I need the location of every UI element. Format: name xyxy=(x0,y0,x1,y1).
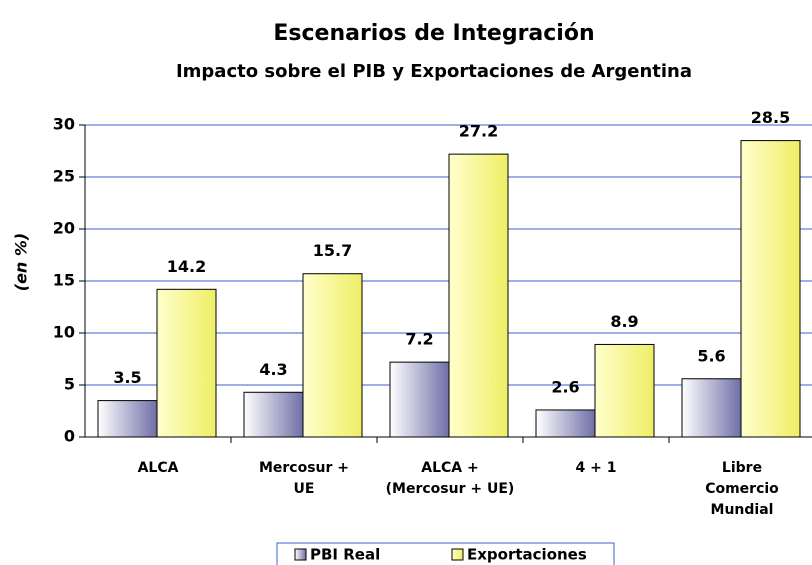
value-label: 2.6 xyxy=(551,377,579,396)
value-label: 27.2 xyxy=(459,122,498,141)
legend-swatch xyxy=(294,548,307,561)
bar xyxy=(302,273,363,438)
y-tick-label: 0 xyxy=(64,427,75,446)
bar xyxy=(97,400,158,438)
legend-swatch xyxy=(451,548,464,561)
value-label: 15.7 xyxy=(313,241,352,260)
x-tick-label: 4 + 1 xyxy=(575,460,617,476)
y-tick-label: 20 xyxy=(53,219,75,238)
chart-subtitle: Impacto sobre el PIB y Exportaciones de … xyxy=(176,61,692,82)
bar xyxy=(594,343,655,438)
value-label: 7.2 xyxy=(405,330,433,349)
bar xyxy=(156,288,217,438)
bar xyxy=(681,378,742,438)
y-tick-label: 25 xyxy=(53,167,75,186)
y-tick-label: 5 xyxy=(64,375,75,394)
x-tick-label: ALCA xyxy=(137,460,179,476)
value-label: 3.5 xyxy=(113,368,141,387)
x-tick-label: Libre Comercio Mundial xyxy=(705,460,779,518)
chart-title: Escenarios de Integración xyxy=(273,21,594,46)
legend-label: PBI Real xyxy=(310,546,380,564)
y-tick-label: 10 xyxy=(53,323,75,342)
bar xyxy=(448,153,509,438)
bar xyxy=(243,391,304,438)
bar xyxy=(740,140,801,438)
y-tick-label: 15 xyxy=(53,271,75,290)
bar xyxy=(535,409,596,438)
x-tick-label: Mercosur + UE xyxy=(258,460,350,497)
value-label: 28.5 xyxy=(751,108,790,127)
x-tick-label: ALCA + (Mercosur + UE) xyxy=(385,460,515,497)
value-label: 5.6 xyxy=(697,346,725,365)
y-axis-label: (en %) xyxy=(12,233,31,291)
legend-box xyxy=(276,542,615,565)
value-label: 8.9 xyxy=(610,312,638,331)
legend-label: Exportaciones xyxy=(467,546,587,564)
value-label: 4.3 xyxy=(259,360,287,379)
value-label: 14.2 xyxy=(167,257,206,276)
y-tick-label: 30 xyxy=(53,115,75,134)
bar xyxy=(389,361,450,438)
